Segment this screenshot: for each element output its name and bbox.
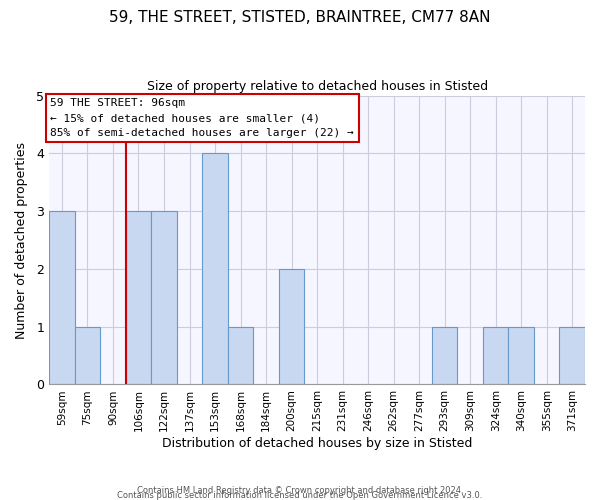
- Bar: [279, 269, 304, 384]
- Bar: [75, 326, 100, 384]
- Bar: [126, 211, 151, 384]
- Bar: [508, 326, 534, 384]
- Y-axis label: Number of detached properties: Number of detached properties: [15, 142, 28, 338]
- Title: Size of property relative to detached houses in Stisted: Size of property relative to detached ho…: [146, 80, 488, 93]
- Bar: [202, 154, 228, 384]
- Text: Contains HM Land Registry data © Crown copyright and database right 2024.: Contains HM Land Registry data © Crown c…: [137, 486, 463, 495]
- X-axis label: Distribution of detached houses by size in Stisted: Distribution of detached houses by size …: [162, 437, 472, 450]
- Text: Contains public sector information licensed under the Open Government Licence v3: Contains public sector information licen…: [118, 491, 482, 500]
- Bar: [228, 326, 253, 384]
- Bar: [151, 211, 177, 384]
- Text: 59 THE STREET: 96sqm
← 15% of detached houses are smaller (4)
85% of semi-detach: 59 THE STREET: 96sqm ← 15% of detached h…: [50, 98, 354, 138]
- Text: 59, THE STREET, STISTED, BRAINTREE, CM77 8AN: 59, THE STREET, STISTED, BRAINTREE, CM77…: [109, 10, 491, 25]
- Bar: [559, 326, 585, 384]
- Bar: [49, 211, 75, 384]
- Bar: [483, 326, 508, 384]
- Bar: [432, 326, 457, 384]
